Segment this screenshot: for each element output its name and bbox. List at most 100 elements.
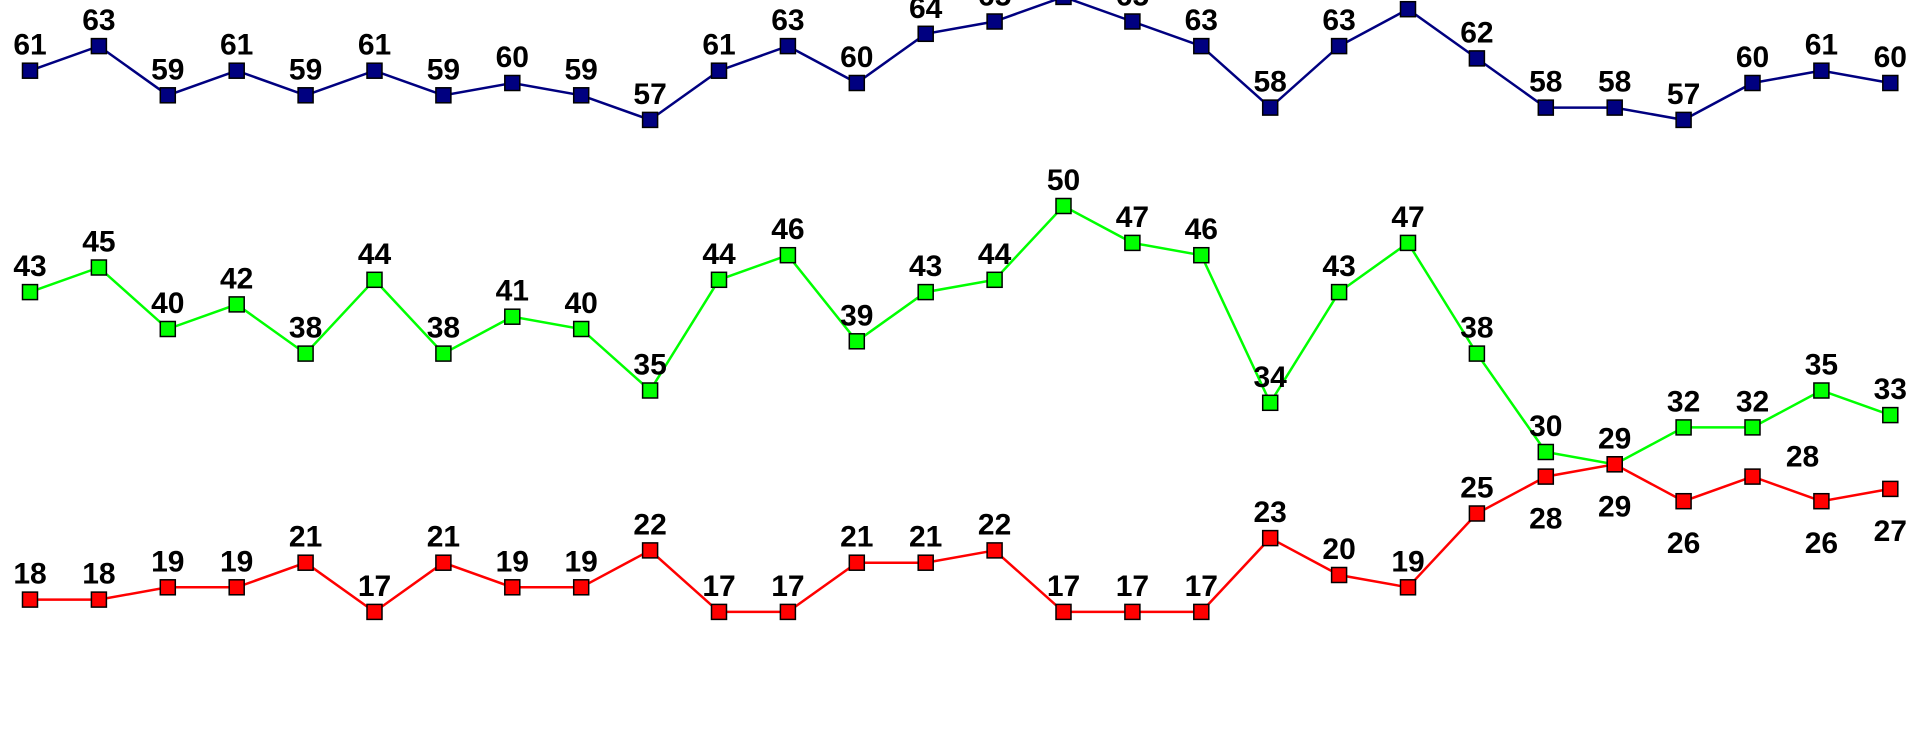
series-2-data-label-8: 19 <box>565 545 598 578</box>
series-2-point-12 <box>848 554 866 571</box>
series-0-point-14 <box>986 13 1003 30</box>
series-0-point-1 <box>90 37 108 55</box>
series-1-point-24 <box>1675 419 1692 436</box>
series-1-point-21 <box>1468 345 1486 362</box>
series-1-line <box>29 204 1891 466</box>
series-0-point-18 <box>1261 99 1279 116</box>
series-1-point-11 <box>779 246 797 264</box>
series-1-point-20 <box>1399 234 1417 252</box>
series-1-point-9 <box>641 382 659 399</box>
series-1-point-5 <box>366 271 383 289</box>
series-1-data-label-23: 29 <box>1598 422 1631 455</box>
series-2-data-label-21: 25 <box>1460 472 1493 505</box>
series-1-data-label-26: 35 <box>1805 349 1838 382</box>
series-0-point-6 <box>435 87 452 104</box>
series-1-point-26 <box>1813 382 1830 399</box>
series-1-point-18 <box>1261 394 1279 412</box>
series-2-point-8 <box>572 579 590 596</box>
series-2-point-16 <box>1124 603 1141 621</box>
series-0-point-7 <box>504 74 521 92</box>
series-2-point-2 <box>159 579 177 596</box>
series-2-data-label-25: 28 <box>1786 441 1819 474</box>
series-2-data-label-18: 23 <box>1254 496 1287 529</box>
series-0-point-0 <box>21 62 39 79</box>
series-1-point-14 <box>986 271 1003 289</box>
series-2-point-22 <box>1537 468 1555 485</box>
series-0-data-label-24: 57 <box>1667 78 1700 111</box>
series-0-data-label-8: 59 <box>565 53 598 86</box>
series-0-point-27 <box>1882 74 1899 92</box>
series-1-data-label-1: 45 <box>82 226 115 259</box>
series-1-data-label-15: 50 <box>1047 164 1080 197</box>
series-1-data-label-17: 46 <box>1185 213 1218 246</box>
series-2-point-14 <box>986 542 1003 559</box>
series-1-point-15 <box>1055 197 1072 215</box>
series-0-data-label-26: 61 <box>1805 29 1838 62</box>
series-1-point-17 <box>1193 246 1210 264</box>
series-1-data-label-22: 30 <box>1529 410 1562 443</box>
series-0-point-23 <box>1606 99 1623 116</box>
series-0-point-8 <box>572 87 590 104</box>
series-1-data-label-12: 39 <box>840 299 873 332</box>
series-0-data-label-0: 61 <box>13 29 46 62</box>
series-0-point-3 <box>228 62 245 79</box>
series-2: 18 18 19 19 21 17 21 19 19 22 17 17 21 21 22 17 17 17 23 20… <box>13 441 1907 621</box>
series-2-point-26 <box>1813 492 1830 510</box>
series-1-data-label-10: 44 <box>702 238 736 271</box>
series-0: 6163596159615960595761636064656765635863… <box>13 0 1907 129</box>
series-1-data-label-21: 38 <box>1460 312 1493 345</box>
series-1-point-8 <box>572 320 590 338</box>
series-1-point-1 <box>90 259 108 276</box>
series-2-data-label-1: 18 <box>82 558 115 591</box>
series-2-data-label-26: 26 <box>1805 527 1838 560</box>
series-2-point-24 <box>1675 492 1692 510</box>
series-0-point-17 <box>1193 37 1210 55</box>
series-2-data-label-17: 17 <box>1185 570 1218 603</box>
series-1-data-label-20: 47 <box>1391 201 1424 234</box>
series-1-point-0 <box>21 283 39 301</box>
series-0-data-label-27: 60 <box>1874 41 1907 74</box>
series-2-data-label-16: 17 <box>1116 570 1149 603</box>
series-0-point-26 <box>1813 62 1830 79</box>
series-0-point-5 <box>366 62 383 79</box>
series-0-data-label-6: 59 <box>427 53 460 86</box>
series-0-point-4 <box>297 87 314 104</box>
series-1-data-label-3: 42 <box>220 262 253 295</box>
series-1-data-label-4: 38 <box>289 312 322 345</box>
series-2-data-label-3: 19 <box>220 545 253 578</box>
series-0-data-label-17: 63 <box>1185 4 1218 37</box>
series-0-point-16 <box>1124 13 1141 30</box>
series-1-data-label-8: 40 <box>565 287 598 320</box>
series-2-data-label-11: 17 <box>771 570 804 603</box>
series-1-point-6 <box>435 345 452 362</box>
series-1-point-12 <box>848 333 866 350</box>
series-2-point-7 <box>504 579 521 596</box>
series-2-point-25 <box>1744 468 1761 485</box>
series-0-point-21 <box>1468 50 1486 67</box>
series-2-data-label-12: 21 <box>840 521 873 554</box>
series-2-point-27 <box>1882 480 1899 498</box>
series-1-point-4 <box>297 345 314 362</box>
series-2-point-11 <box>779 603 797 621</box>
series-2-data-label-4: 21 <box>289 521 322 554</box>
series-0-data-label-22: 58 <box>1529 66 1562 99</box>
series-0-point-10 <box>710 62 728 79</box>
series-layer: 6163596159615960595761636064656765635863… <box>13 0 1907 621</box>
series-1-data-label-14: 44 <box>978 238 1012 271</box>
series-0-data-label-12: 60 <box>840 41 873 74</box>
series-0-data-label-23: 58 <box>1598 66 1631 99</box>
series-1-data-label-6: 38 <box>427 312 460 345</box>
series-2-data-label-10: 17 <box>702 570 735 603</box>
series-0-data-label-3: 61 <box>220 29 253 62</box>
series-0-point-22 <box>1537 99 1555 116</box>
series-1-point-27 <box>1882 406 1899 424</box>
series-0-point-13 <box>917 25 934 43</box>
series-2-data-label-22: 28 <box>1529 503 1562 536</box>
series-1-point-19 <box>1330 283 1348 301</box>
series-0-data-label-13: 64 <box>909 0 943 25</box>
series-0-point-24 <box>1675 111 1692 129</box>
series-0-data-label-19: 63 <box>1322 4 1355 37</box>
series-0-data-label-18: 58 <box>1254 66 1287 99</box>
series-2-data-label-9: 22 <box>633 508 666 541</box>
series-0-point-20 <box>1399 0 1417 18</box>
